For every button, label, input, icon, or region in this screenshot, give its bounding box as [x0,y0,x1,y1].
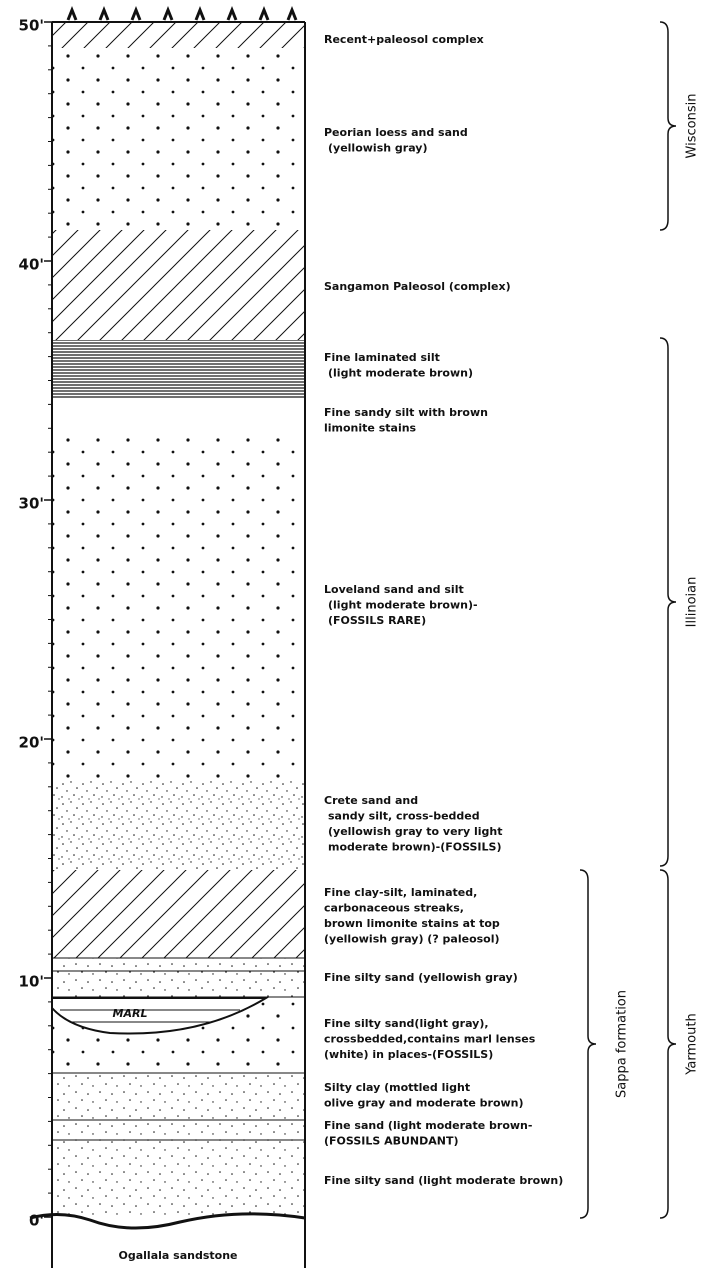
layer-description: sandy silt, cross-bedded [328,810,480,823]
layer-description: Fine sandy silt with brown [324,406,488,419]
layer-description: Crete sand and [324,794,418,807]
stratigraphic-column: 50' 40' 30' 20' 10' 0' Recent+paleosol complex… [0,0,701,1268]
bracket [580,870,596,1218]
layer-description: Silty clay (mottled light [324,1081,470,1094]
depth-label: 40' [19,256,44,274]
layer-description: Recent+paleosol complex [324,33,484,46]
layer-description: (yellowish gray) (? paleosol) [324,933,500,946]
layer-pattern [52,780,305,870]
bracket [660,22,676,230]
bracket-label: Illinoian [685,577,700,628]
bracket [660,870,676,1218]
depth-label: 10' [19,973,44,991]
layer-description: carbonaceous streaks, [324,902,464,915]
layer-description: Fine sand (light moderate brown- [324,1119,532,1132]
layer-description: Fine silty sand(light gray), [324,1017,489,1030]
layer-description: Loveland sand and silt [324,583,464,596]
depth-label: 50' [19,17,44,35]
bracket [660,338,676,866]
layer-description: (yellowish gray to very light [328,825,503,838]
layer-description: Sangamon Paleosol (complex) [324,280,511,293]
layer-description: (light moderate brown) [328,367,473,380]
layer-description: olive gray and moderate brown) [324,1097,524,1110]
layer-description: Fine clay-silt, laminated, [324,886,477,899]
layer-fills [52,22,305,1268]
layer-description: limonite stains [324,422,417,435]
layer-description: (white) in places-(FOSSILS) [324,1048,493,1061]
bracket-label: Yarmouth [685,1013,700,1075]
layer-description: (yellowish gray) [328,142,427,155]
layer-description: Fine laminated silt [324,351,440,364]
layer-pattern [52,430,305,780]
page: {"depth_labels": ["50'", "40'", "30'", "… [0,0,701,1268]
layer-description: Peorian loess and sand [324,126,468,139]
layer-description: brown limonite stains at top [324,917,500,930]
layer-description: (FOSSILS RARE) [328,614,426,627]
bracket-label: Sappa formation [615,990,630,1098]
layer-pattern [52,22,305,48]
layer-description: Fine silty sand (light moderate brown) [324,1174,563,1187]
layer-description: crossbedded,contains marl lenses [324,1033,536,1046]
depth-label: 20' [19,734,44,752]
layer-pattern [52,958,305,997]
layer-pattern [52,230,305,340]
depth-label: 0' [29,1212,44,1230]
layer-pattern [52,48,305,230]
layer-pattern [52,340,305,398]
depth-label: 30' [19,495,44,513]
marl-label: MARL [113,1007,148,1020]
layer-description: (light moderate brown)- [328,599,478,612]
layer-description: Fine silty sand (yellowish gray) [324,971,518,984]
base-label: Ogallala sandstone [119,1249,238,1262]
layer-description: (FOSSILS ABUNDANT) [324,1135,459,1148]
layer-pattern [52,1073,305,1218]
bracket-label: Wisconsin [685,94,700,159]
layer-pattern [52,870,305,958]
layer-description: moderate brown)-(FOSSILS) [328,841,502,854]
